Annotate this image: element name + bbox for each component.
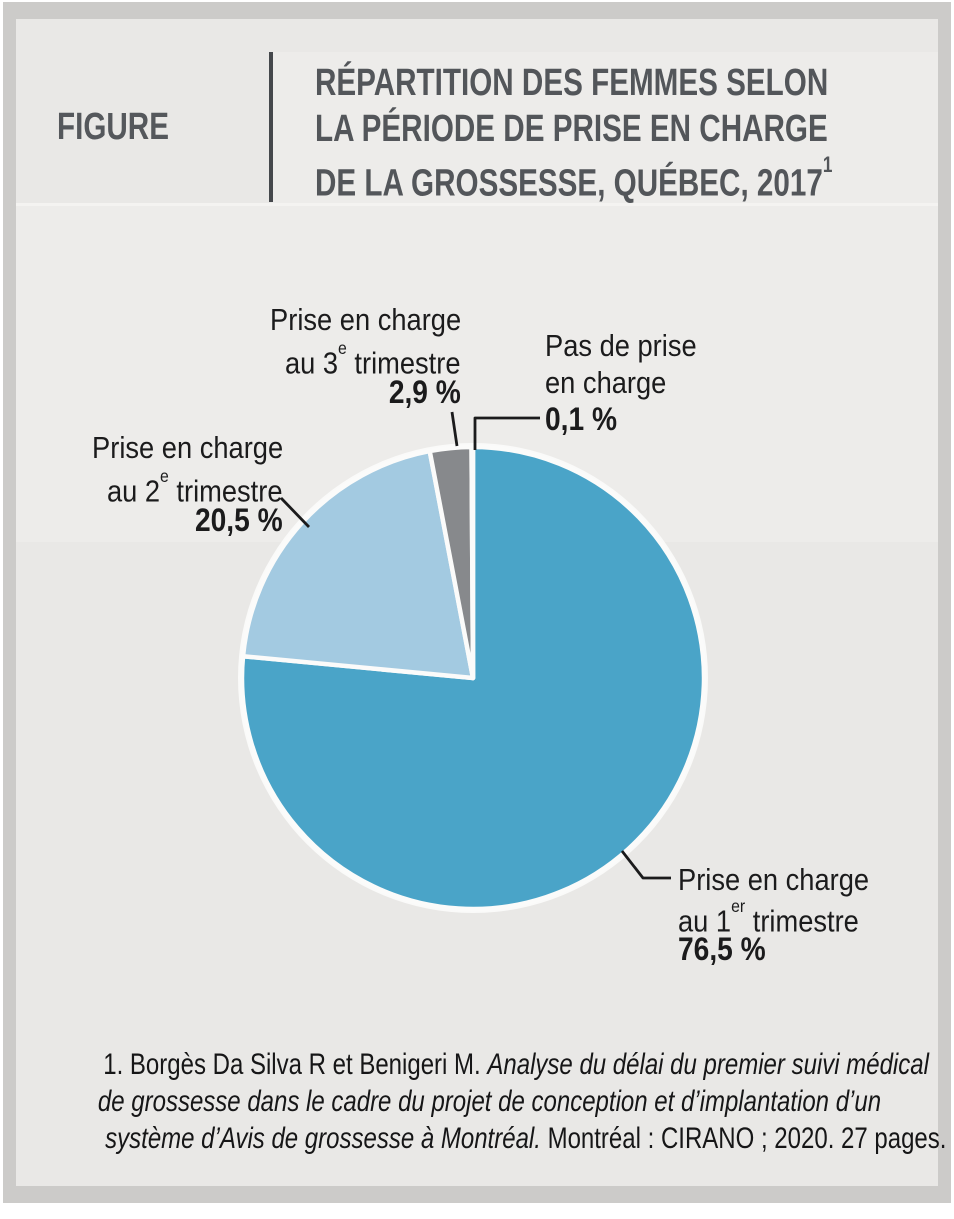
figure-footnote: 1. Borgès Da Silva R et Benigeri M. Anal… (0, 1046, 954, 1157)
callout-3e-trimestre: Prise en charge au 3e trimestre 2,9 % (161, 302, 461, 410)
leader-lines (279, 411, 671, 880)
figure-kicker-text: FIGURE (57, 106, 169, 148)
callout-1er-trimestre: Prise en charge au 1er trimestre 76,5 % (678, 862, 954, 967)
leader-line-pas-de-prise (473, 416, 540, 450)
callout-2e-trimestre: Prise en charge au 2e trimestre 20,5 % (33, 430, 283, 538)
leader-line-3e-trimestre (450, 411, 459, 447)
pie-slice-1 (240, 448, 476, 681)
figure-title-line3: DE LA GROSSESSE, QUÉBEC, 20171 (315, 152, 833, 205)
leader-line-1er-trimestre (620, 850, 671, 880)
leader-line-2e-trimestre (279, 497, 311, 528)
title-panel (272, 52, 938, 203)
value-label-3e: 2,9 % (388, 374, 461, 410)
figure-kicker: FIGURE (57, 107, 201, 147)
header-divider (269, 52, 273, 202)
footnote-marker: 1 (822, 152, 833, 178)
figure-title: RÉPARTITION DES FEMMES SELON LA PÉRIODE … (315, 60, 954, 205)
footnote-line1: 1. Borgès Da Silva R et Benigeri M. Anal… (103, 1048, 929, 1081)
value-label-1er: 76,5 % (678, 931, 766, 967)
value-label-pas: 0,1 % (545, 401, 618, 437)
figure-title-line1: RÉPARTITION DES FEMMES SELON (315, 62, 829, 104)
pie-slice-3 (469, 444, 476, 681)
figure-title-line2: LA PÉRIODE DE PRISE EN CHARGE (315, 108, 828, 150)
pie-chart (239, 444, 707, 912)
footnote-line2: de grossesse dans le cadre du projet de … (97, 1085, 882, 1118)
footnote-line3: système d’Avis de grossesse à Montréal. … (105, 1122, 947, 1155)
value-label-2e: 20,5 % (195, 502, 283, 538)
callout-pas-de-prise: Pas de prise en charge 0,1 % (545, 327, 825, 438)
